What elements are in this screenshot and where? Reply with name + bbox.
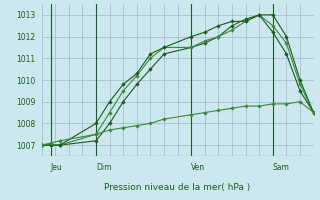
Text: Jeu: Jeu bbox=[51, 163, 62, 172]
Text: Ven: Ven bbox=[191, 163, 205, 172]
Text: Dim: Dim bbox=[96, 163, 111, 172]
Text: Pression niveau de la mer( hPa ): Pression niveau de la mer( hPa ) bbox=[104, 183, 251, 192]
Text: Sam: Sam bbox=[273, 163, 290, 172]
